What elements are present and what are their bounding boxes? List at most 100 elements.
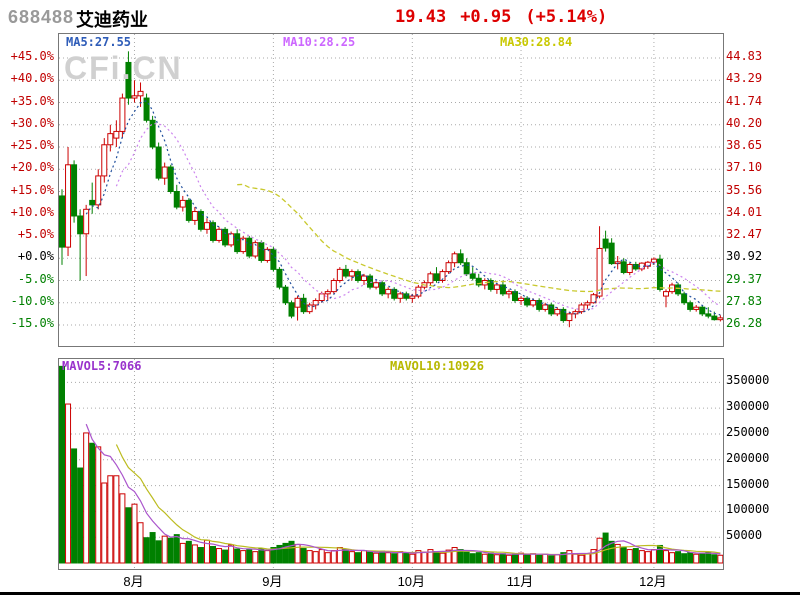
- candle: [463, 262, 470, 275]
- volume-bar: [282, 542, 289, 564]
- volume-tick: 350000: [726, 373, 770, 388]
- candle: [143, 97, 150, 121]
- volume-bar: [415, 550, 422, 564]
- candle: [173, 191, 180, 208]
- candle: [185, 199, 192, 221]
- candle: [439, 271, 446, 282]
- candle: [699, 306, 706, 315]
- volume-bar: [644, 551, 651, 564]
- percent-tick: +10.0%: [10, 204, 54, 219]
- candle: [294, 297, 301, 308]
- price-tick: 35.56: [726, 182, 763, 197]
- percent-tick: +15.0%: [10, 182, 54, 197]
- candle: [252, 242, 259, 257]
- volume-bar: [608, 540, 615, 564]
- candle: [650, 258, 657, 263]
- ma5-label: MA5:27.55: [66, 35, 132, 49]
- volume-bar: [614, 543, 621, 564]
- candle: [83, 208, 90, 235]
- volume-bar: [252, 551, 259, 564]
- volume-bar: [270, 547, 277, 564]
- candle: [554, 308, 561, 315]
- candle: [560, 308, 567, 322]
- volume-bar: [717, 554, 723, 564]
- volume-bar: [499, 553, 506, 564]
- candle: [306, 304, 313, 313]
- volume-bar: [397, 551, 404, 564]
- percent-tick: -5.0%: [17, 271, 54, 286]
- candle: [584, 302, 591, 306]
- candle: [161, 166, 168, 179]
- candle: [222, 228, 229, 246]
- candle: [493, 284, 500, 290]
- candle: [596, 247, 603, 297]
- percent-tick: +5.0%: [17, 227, 54, 241]
- volume-bar: [445, 549, 452, 564]
- volume-tick: 50000: [726, 528, 763, 543]
- candle: [59, 195, 65, 248]
- volume-bar: [711, 554, 718, 564]
- volume-bar: [373, 552, 380, 564]
- percent-tick: +30.0%: [10, 115, 54, 130]
- percent-tick: +40.0%: [10, 71, 54, 86]
- volume-bar: [288, 540, 295, 564]
- ma30-label: MA30:28.84: [500, 35, 573, 49]
- volume-bar: [590, 549, 597, 564]
- volume-tick: 250000: [726, 424, 770, 439]
- volume-bar: [493, 554, 500, 564]
- volume-bar: [554, 554, 561, 564]
- volume-bar: [361, 550, 367, 564]
- price-tick: 29.37: [726, 271, 763, 286]
- candle: [626, 263, 633, 273]
- volume-bar: [185, 540, 192, 564]
- volume-bar: [385, 552, 392, 564]
- last-price: 19.43: [395, 7, 447, 27]
- candle: [119, 97, 126, 132]
- volume-bar: [475, 552, 482, 564]
- candle: [687, 302, 694, 310]
- volume-bar: [379, 550, 386, 564]
- volume-bar: [542, 553, 549, 564]
- volume-bar: [95, 446, 102, 564]
- volume-bar: [300, 548, 307, 564]
- price-tick: 26.28: [726, 316, 763, 330]
- candle: [367, 275, 374, 288]
- month-tick: 11月: [506, 574, 534, 589]
- volume-bar: [167, 537, 174, 564]
- candle: [433, 273, 440, 281]
- mavol5-line: [85, 423, 721, 556]
- candle: [167, 166, 174, 192]
- volume-bar: [560, 552, 567, 564]
- volume-bar: [119, 493, 126, 564]
- candle: [330, 280, 337, 293]
- volume-bar: [101, 482, 108, 564]
- candle: [234, 233, 241, 253]
- stock-name: 艾迪药业: [76, 10, 148, 30]
- candle: [95, 175, 102, 206]
- candle: [282, 286, 289, 304]
- price-tick: 41.74: [726, 93, 763, 108]
- volume-bar: [125, 507, 132, 564]
- candle: [65, 164, 72, 248]
- price-tick: 38.65: [726, 138, 763, 152]
- volume-bar: [421, 551, 428, 564]
- percent-tick: -10.0%: [10, 293, 54, 308]
- volume-bar: [173, 534, 180, 564]
- candle: [288, 302, 295, 317]
- volume-bar: [264, 550, 271, 564]
- price-quote: 19.43 +0.95 (+5.14%): [395, 7, 621, 27]
- candle: [608, 242, 615, 265]
- candle: [71, 164, 78, 217]
- candle: [427, 273, 434, 284]
- stock-code: 688488: [8, 7, 75, 27]
- price-tick: 34.01: [726, 204, 763, 219]
- price-change: +0.95: [460, 7, 512, 27]
- volume-bar: [367, 551, 374, 564]
- candle: [475, 277, 482, 286]
- candle: [270, 248, 277, 270]
- volume-bar: [675, 551, 682, 564]
- candle: [518, 297, 525, 302]
- volume-bar: [306, 550, 313, 564]
- candle: [240, 237, 247, 253]
